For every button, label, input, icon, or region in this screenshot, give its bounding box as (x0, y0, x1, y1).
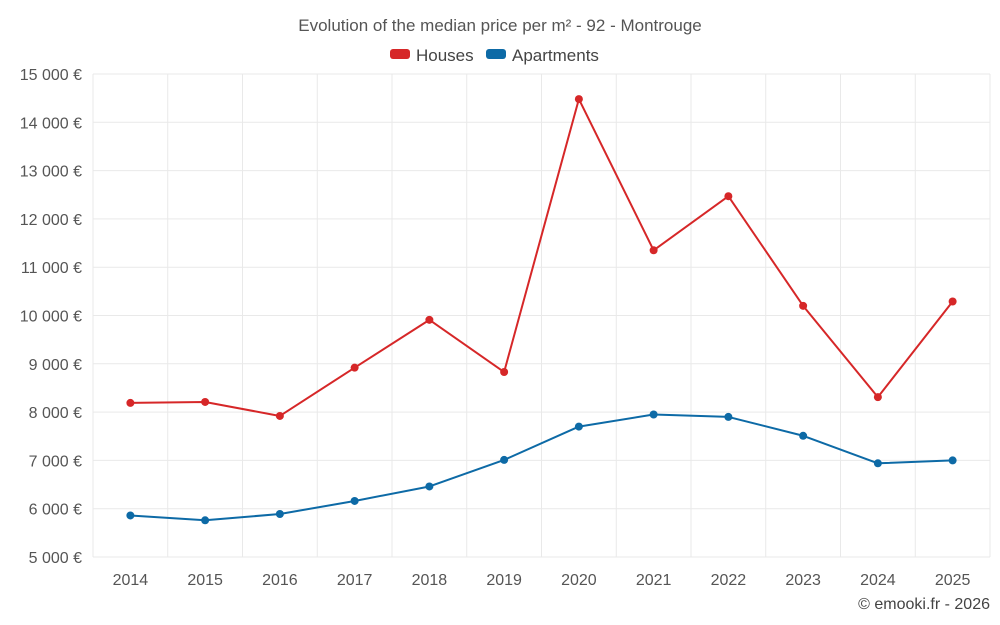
x-tick-label: 2021 (636, 572, 672, 589)
y-tick-label: 7 000 € (29, 453, 82, 470)
y-tick-label: 15 000 € (20, 67, 82, 84)
y-tick-label: 10 000 € (20, 309, 82, 326)
x-tick-label: 2019 (486, 572, 522, 589)
y-tick-label: 6 000 € (29, 502, 82, 519)
data-point-houses[interactable] (649, 246, 658, 255)
data-point-apartments[interactable] (799, 431, 808, 440)
x-axis: 2014 2015 2016 2017 2018 2019 2020 2021 2022 2023… (113, 572, 971, 589)
data-point-apartments[interactable] (126, 511, 135, 520)
legend[interactable]: Houses Apartments (390, 46, 599, 65)
x-tick-label: 2024 (860, 572, 896, 589)
data-point-houses[interactable] (350, 363, 359, 372)
series-line-apartments (130, 413, 953, 522)
chart-title: Evolution of the median price per m² - 9… (298, 16, 701, 35)
y-tick-label: 11 000 € (21, 260, 82, 277)
legend-label-apartments: Apartments (512, 46, 599, 65)
data-point-houses[interactable] (799, 301, 808, 310)
x-tick-label: 2025 (935, 572, 971, 589)
credit-text: © emooki.fr - 2026 (858, 596, 990, 613)
legend-item-houses[interactable]: Houses (390, 46, 474, 65)
data-point-houses[interactable] (275, 411, 284, 420)
data-point-houses[interactable] (873, 393, 882, 402)
x-tick-label: 2020 (561, 572, 597, 589)
gridlines (92, 73, 991, 558)
data-point-houses[interactable] (948, 297, 957, 306)
legend-swatch-houses (390, 49, 410, 59)
data-point-apartments[interactable] (649, 410, 658, 419)
series-line-houses (130, 98, 954, 417)
y-tick-label: 5 000 € (29, 550, 82, 567)
x-tick-label: 2022 (711, 572, 747, 589)
legend-label-houses: Houses (416, 46, 474, 65)
x-tick-label: 2017 (337, 572, 373, 589)
data-point-houses[interactable] (425, 315, 434, 324)
y-tick-label: 13 000 € (20, 164, 82, 181)
data-point-houses[interactable] (724, 192, 733, 201)
y-tick-label: 9 000 € (29, 357, 82, 374)
x-tick-label: 2014 (113, 572, 149, 589)
x-tick-label: 2023 (785, 572, 821, 589)
data-point-apartments[interactable] (873, 459, 882, 468)
legend-item-apartments[interactable]: Apartments (486, 46, 599, 65)
data-point-apartments[interactable] (201, 516, 210, 525)
x-tick-label: 2016 (262, 572, 298, 589)
data-point-apartments[interactable] (275, 510, 284, 519)
data-point-apartments[interactable] (948, 456, 957, 465)
data-point-houses[interactable] (500, 368, 509, 377)
y-tick-label: 14 000 € (20, 115, 82, 132)
y-tick-label: 8 000 € (29, 405, 82, 422)
y-tick-label: 12 000 € (20, 212, 82, 229)
data-point-apartments[interactable] (425, 482, 434, 491)
data-point-apartments[interactable] (350, 496, 359, 505)
series (126, 95, 957, 525)
legend-swatch-apartments (486, 49, 506, 59)
x-tick-label: 2018 (412, 572, 448, 589)
data-point-apartments[interactable] (500, 455, 509, 464)
data-point-apartments[interactable] (724, 412, 733, 421)
data-point-apartments[interactable] (574, 422, 583, 431)
data-point-houses[interactable] (201, 397, 210, 406)
data-point-houses[interactable] (574, 95, 583, 104)
x-tick-label: 2015 (187, 572, 223, 589)
y-axis: 5 000 € 6 000 € 7 000 € 8 000 € 9 000 € 10 00… (20, 67, 82, 567)
data-point-houses[interactable] (126, 398, 135, 407)
